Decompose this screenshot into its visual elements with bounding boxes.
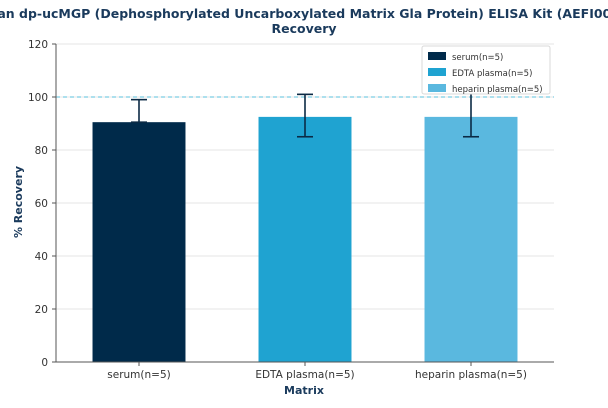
y-tick-label: 20 [35, 304, 48, 316]
legend-label-0: serum(n=5) [452, 53, 503, 63]
legend-label-2: heparin plasma(n=5) [452, 85, 543, 95]
x-tick-label: EDTA plasma(n=5) [255, 369, 354, 381]
y-tick-label: 120 [28, 39, 48, 51]
legend-swatch-1 [428, 68, 446, 76]
legend-swatch-2 [428, 84, 446, 92]
bar-0 [92, 122, 186, 362]
chart-title-line1: Human dp-ucMGP (Dephosphorylated Uncarbo… [0, 6, 608, 21]
y-tick-label: 80 [35, 145, 48, 157]
x-tick-label: heparin plasma(n=5) [415, 369, 527, 381]
y-tick-label: 60 [35, 198, 48, 210]
legend-label-1: EDTA plasma(n=5) [452, 69, 532, 79]
chart-title-line2: Recovery [271, 21, 336, 36]
y-tick-label: 0 [41, 357, 48, 369]
legend-box [421, 45, 551, 95]
y-tick-label: 100 [28, 92, 48, 104]
x-tick-label: serum(n=5) [107, 369, 170, 381]
bar-1 [258, 116, 352, 362]
x-axis-label: Matrix [284, 384, 324, 397]
bar-2 [424, 116, 518, 362]
y-tick-label: 40 [35, 251, 48, 263]
y-axis-label: % Recovery [12, 166, 25, 238]
legend-swatch-0 [428, 52, 446, 60]
